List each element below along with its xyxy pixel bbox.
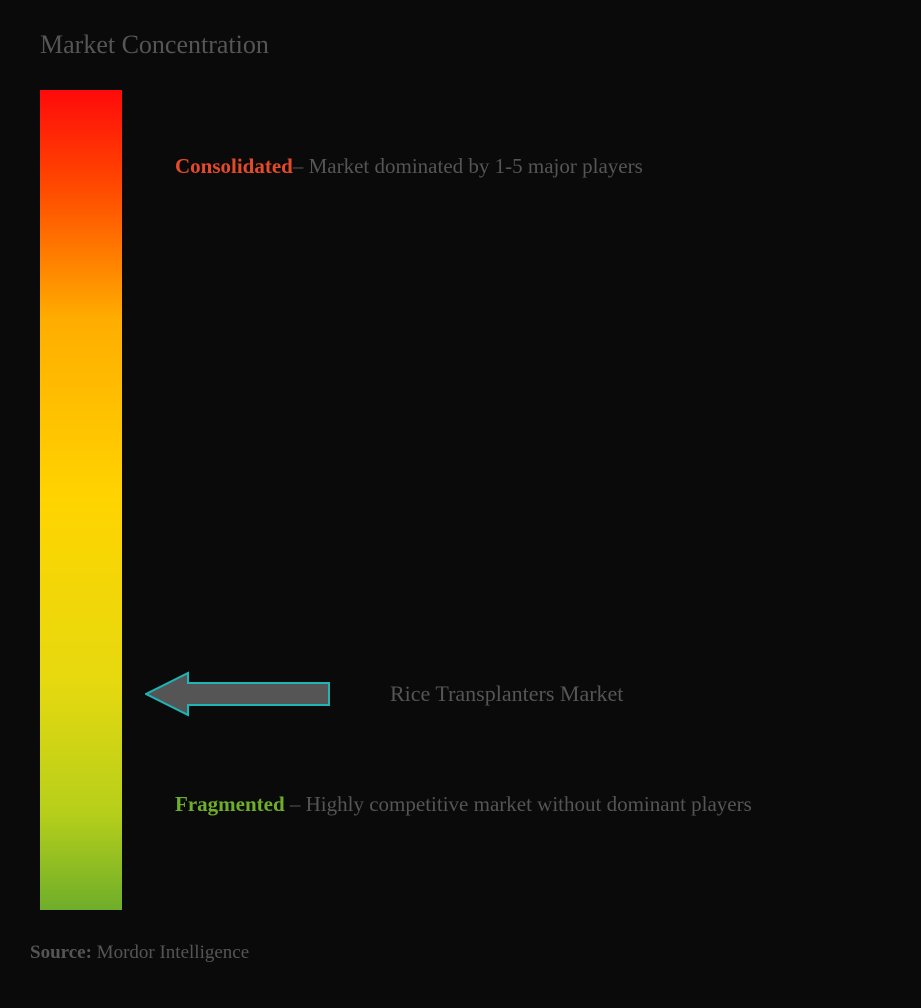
source-value: Mordor Intelligence [92, 942, 249, 963]
concentration-gradient-bar [40, 90, 122, 910]
fragmented-label: Fragmented – Highly competitive market w… [175, 783, 752, 825]
chart-area: Consolidated– Market dominated by 1-5 ma… [40, 90, 891, 910]
consolidated-label: Consolidated– Market dominated by 1-5 ma… [175, 150, 643, 184]
fragmented-description: – Highly competitive market without domi… [285, 792, 752, 816]
consolidated-keyword: Consolidated [175, 154, 293, 178]
chart-title: Market Concentration [40, 30, 891, 60]
market-marker-label: Rice Transplanters Market [390, 681, 623, 707]
consolidated-description: – Market dominated by 1-5 major players [293, 154, 643, 178]
source-attribution: Source: Mordor Intelligence [30, 942, 249, 964]
fragmented-keyword: Fragmented [175, 792, 285, 816]
infographic-container: Market Concentration Consolidated– Marke… [0, 0, 921, 1008]
source-label: Source: [30, 942, 92, 963]
market-marker-row: Rice Transplanters Market [145, 670, 623, 718]
arrow-left-icon [145, 670, 330, 718]
